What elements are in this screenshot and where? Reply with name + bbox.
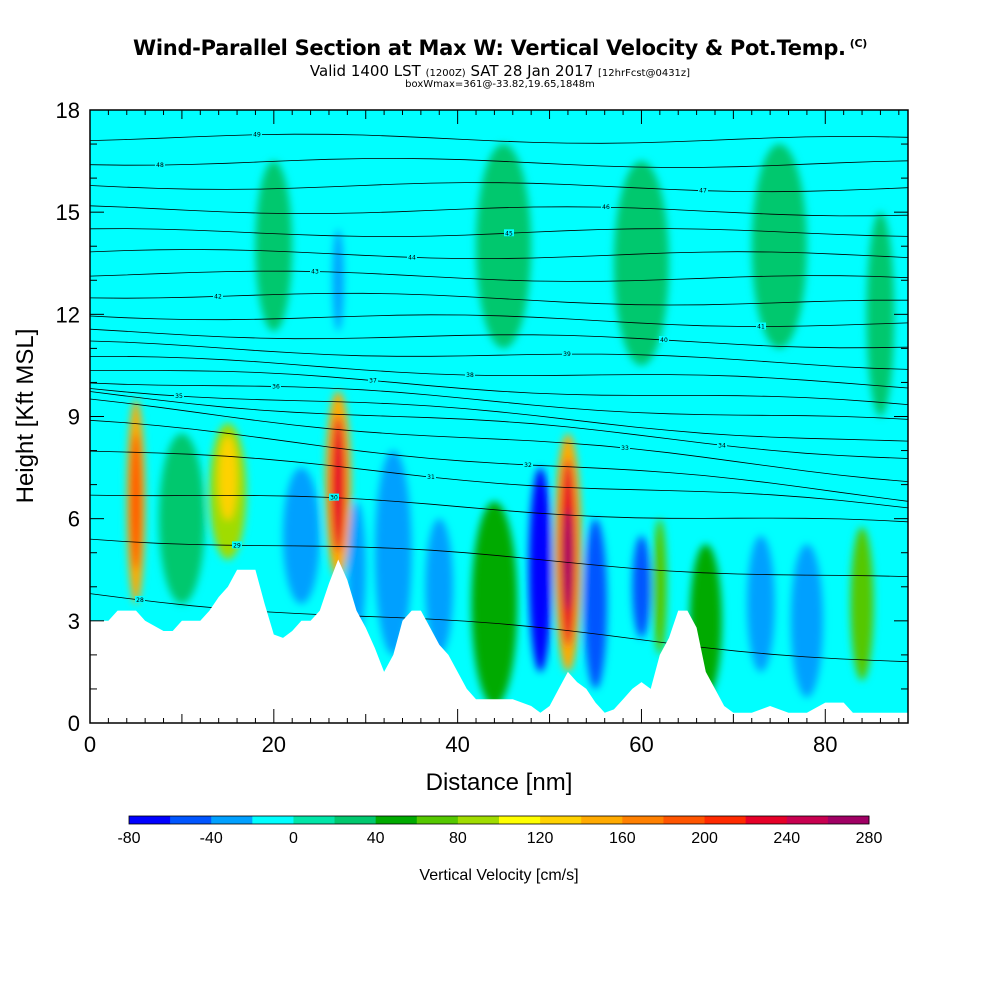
colorbar-swatch (458, 816, 500, 824)
y-tick-label: 0 (68, 711, 80, 736)
theta-contour-label: 43 (311, 269, 319, 276)
y-tick-label: 6 (68, 507, 80, 532)
theta-contour-label: 36 (272, 383, 280, 390)
theta-contour-label: 38 (466, 372, 474, 379)
velocity-cell (529, 468, 552, 672)
colorbar-swatch (211, 816, 253, 824)
theta-contour-label: 47 (699, 188, 707, 195)
colorbar-swatch (335, 816, 377, 824)
theta-contour-label: 37 (369, 378, 377, 385)
colorbar-swatch (499, 816, 541, 824)
colorbar-tick-label: 200 (691, 830, 718, 847)
velocity-cell (653, 519, 667, 655)
colorbar-swatch (746, 816, 788, 824)
velocity-cell (584, 519, 607, 689)
theta-contour-label: 41 (757, 324, 765, 331)
colorbar-tick-label: 0 (289, 830, 298, 847)
theta-contour-label: 49 (253, 132, 261, 139)
colorbar-tick-label: 80 (449, 830, 467, 847)
x-tick-label: 20 (262, 732, 286, 757)
y-axis-title: Height [Kft MSL] (12, 329, 39, 504)
colorbar-swatch (540, 816, 582, 824)
theta-contour-label: 40 (660, 337, 668, 344)
theta-contour-label: 42 (214, 293, 222, 300)
theta-contour-label: 32 (524, 462, 532, 469)
colorbar-swatch (581, 816, 623, 824)
velocity-cell (219, 435, 237, 520)
theta-contour-label: 44 (408, 254, 416, 261)
x-tick-label: 0 (84, 732, 96, 757)
velocity-cell (471, 502, 517, 706)
velocity-cell (333, 229, 344, 331)
velocity-cell (283, 468, 320, 604)
colorbar-swatch (622, 816, 664, 824)
velocity-cell (476, 144, 531, 348)
x-tick-labels: 0 20 40 60 80 (84, 732, 838, 757)
colorbar-swatch (252, 816, 294, 824)
velocity-cell (255, 161, 292, 331)
colorbar-swatch (705, 816, 747, 824)
velocity-cell (331, 417, 346, 553)
y-tick-label: 9 (68, 405, 80, 430)
theta-contour-label: 29 (233, 542, 241, 549)
theta-contour-label: 46 (602, 204, 610, 211)
colorbar-swatch (376, 816, 418, 824)
theta-contour-label: 45 (505, 230, 513, 237)
velocity-cell (791, 544, 823, 697)
colorbar-swatch (663, 816, 705, 824)
colorbar-swatch (170, 816, 212, 824)
theta-contour-label: 39 (563, 351, 571, 358)
x-tick-label: 40 (445, 732, 469, 757)
colorbar-swatch (129, 816, 171, 824)
colorbar-tick-label: 40 (367, 830, 385, 847)
x-tick-label: 80 (813, 732, 837, 757)
theta-contour-label: 30 (330, 495, 338, 502)
colorbar-swatch (293, 816, 335, 824)
x-tick-label: 60 (629, 732, 653, 757)
y-tick-labels: 0 3 6 9 12 15 18 (56, 98, 80, 736)
velocity-cell (563, 508, 572, 610)
colorbar-tick-label: 120 (527, 830, 554, 847)
velocity-cell (130, 434, 141, 570)
theta-contour-label: 28 (136, 597, 144, 604)
y-tick-label: 15 (56, 200, 80, 225)
colorbar (129, 816, 870, 824)
velocity-cell (747, 536, 775, 672)
colorbar-tick-label: 160 (609, 830, 636, 847)
theta-contour-label: 34 (718, 442, 726, 449)
velocity-cell (614, 161, 669, 365)
colorbar-tick-label: -40 (200, 830, 223, 847)
velocity-cell (752, 144, 807, 348)
colorbar-swatch (828, 816, 870, 824)
velocity-cell (632, 536, 650, 638)
velocity-cell (159, 434, 205, 604)
theta-contour-label: 33 (621, 445, 629, 452)
colorbar-tick-labels: -80 -40 0 40 80 120 160 200 240 280 (117, 830, 882, 847)
y-tick-label: 12 (56, 302, 80, 327)
colorbar-tick-label: -80 (117, 830, 140, 847)
y-tick-label: 18 (56, 98, 80, 123)
colorbar-title: Vertical Velocity [cm/s] (419, 867, 578, 884)
theta-contour-label: 35 (175, 393, 183, 400)
cross-section-chart: 282930313233 3435363738394041424344454647… (0, 0, 1000, 1000)
x-axis-title: Distance [nm] (426, 769, 573, 796)
colorbar-swatch (787, 816, 829, 824)
velocity-cell (851, 527, 874, 680)
colorbar-swatch (417, 816, 459, 824)
theta-contour-label: 31 (427, 474, 435, 481)
theta-contour-label: 48 (156, 162, 164, 169)
colorbar-tick-label: 240 (773, 830, 800, 847)
y-tick-label: 3 (68, 609, 80, 634)
colorbar-tick-label: 280 (856, 830, 883, 847)
plot-area: 28 29 30 31 32 33 34 35 36 37 38 39 40 41 42 43 44 45 46 47… (90, 110, 908, 725)
